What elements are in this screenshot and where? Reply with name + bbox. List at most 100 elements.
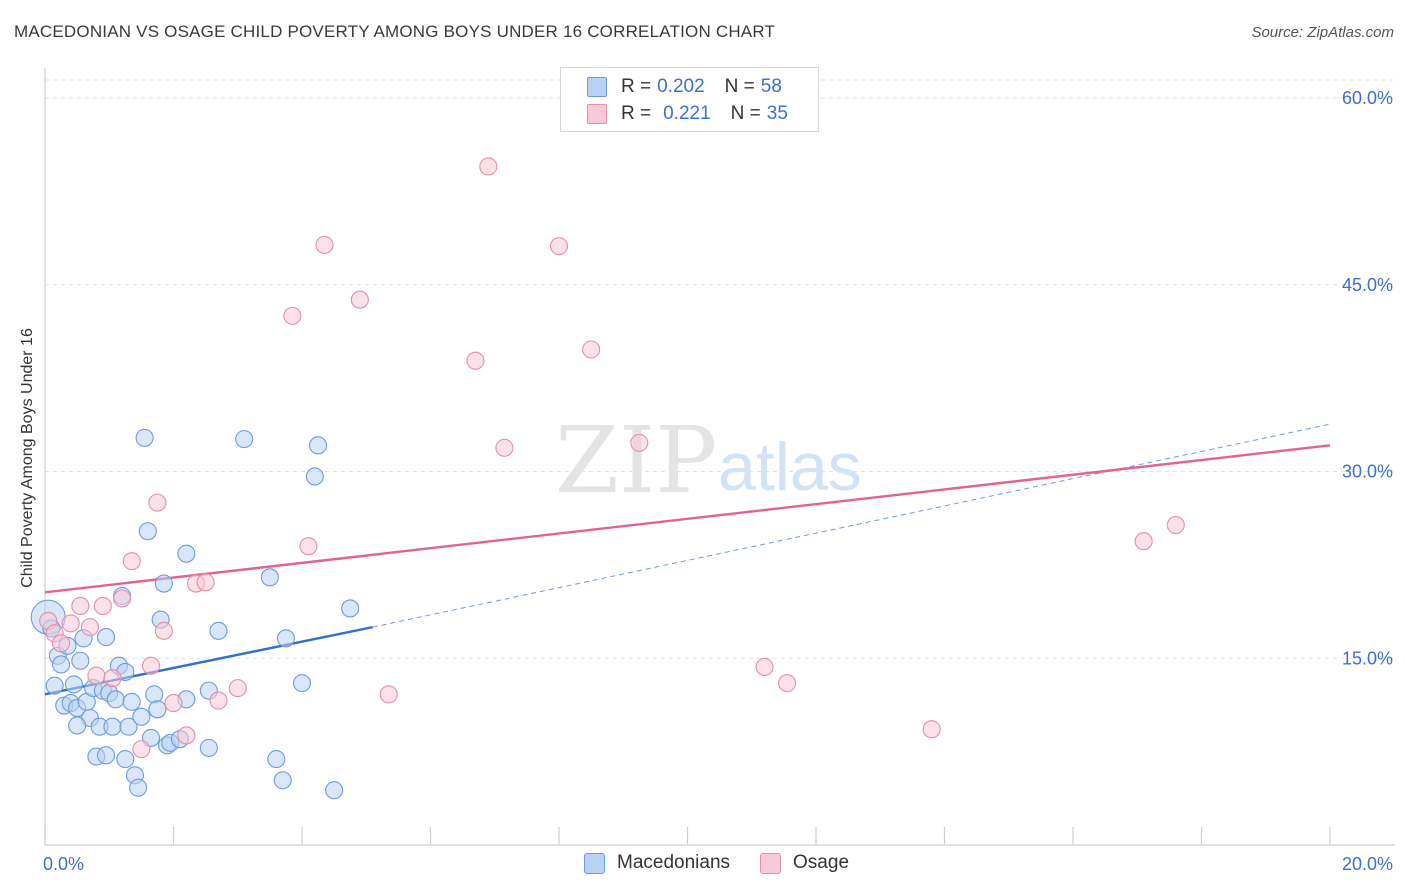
legend-item-macedonians: Macedonians [584, 852, 730, 874]
point-osage [164, 694, 183, 713]
chart-title: MACEDONIAN VS OSAGE CHILD POVERTY AMONG … [14, 22, 776, 41]
legend-n-value: 58 [760, 76, 782, 97]
gridlines [45, 79, 1395, 659]
legend-r-label: R = [621, 103, 652, 124]
point-macedonians [267, 750, 286, 769]
point-macedonians [71, 651, 90, 670]
trend-line-osage [44, 444, 1331, 594]
x-tick-label: 20.0% [1342, 854, 1393, 874]
legend-label-osage: Osage [793, 852, 850, 873]
point-macedonians [325, 781, 344, 800]
point-osage [93, 596, 112, 616]
point-macedonians [148, 700, 167, 719]
point-osage [466, 351, 485, 370]
point-macedonians [260, 568, 279, 587]
point-osage [61, 614, 80, 633]
legend-n-label: N = [730, 103, 761, 124]
legend-row-osage: R = 0.221 N = 35 [587, 101, 788, 127]
point-osage [209, 691, 228, 710]
point-macedonians [52, 655, 71, 674]
point-osage [630, 433, 649, 452]
point-macedonians [177, 544, 196, 563]
point-macedonians [96, 746, 116, 765]
point-macedonians [119, 717, 138, 736]
point-osage [228, 679, 247, 698]
point-macedonians [103, 717, 122, 736]
watermark-zip: ZIP [555, 407, 717, 514]
point-osage [196, 573, 215, 592]
point-osage [778, 674, 797, 693]
legend-swatch-macedonians [584, 852, 605, 874]
point-osage [1134, 532, 1153, 551]
point-osage [132, 740, 151, 759]
point-macedonians [276, 629, 295, 648]
point-osage [122, 552, 141, 571]
point-macedonians [96, 628, 116, 647]
point-macedonians [116, 750, 135, 769]
legend-swatch-pink [587, 104, 607, 124]
point-macedonians [129, 778, 148, 797]
point-macedonians [68, 716, 87, 735]
legend-n-label: N = [724, 76, 755, 97]
point-macedonians [64, 675, 83, 694]
point-macedonians [132, 707, 151, 726]
point-osage [283, 306, 302, 325]
point-osage [549, 237, 569, 256]
source-label: Source: ZipAtlas.com [1251, 24, 1394, 41]
point-macedonians [235, 430, 254, 449]
point-macedonians [106, 690, 125, 709]
legend-swatch-osage [760, 852, 782, 874]
point-osage [87, 666, 106, 685]
y-tick-label: 15.0% [1342, 648, 1393, 668]
point-macedonians [122, 692, 141, 711]
legend-r-value: 0.202 [657, 76, 705, 97]
y-tick-label: 60.0% [1342, 88, 1393, 108]
point-osage [148, 493, 167, 512]
tick-labels: 15.0% 30.0% 45.0% 60.0% 0.0% 20.0% [43, 88, 1393, 874]
data-points [30, 157, 1185, 800]
point-macedonians [135, 428, 154, 447]
point-macedonians [199, 738, 218, 757]
point-macedonians [341, 599, 360, 618]
point-osage [495, 438, 514, 457]
legend-n-value: 35 [766, 103, 788, 124]
point-macedonians [209, 621, 228, 640]
point-osage [1166, 515, 1185, 535]
series-legend: Macedonians Osage [584, 852, 879, 874]
point-osage [113, 589, 132, 608]
point-osage [379, 685, 398, 704]
watermark: ZIP atlas [555, 407, 862, 514]
y-tick-label: 45.0% [1342, 275, 1393, 295]
point-osage [755, 657, 774, 677]
point-osage [80, 618, 100, 637]
point-osage [350, 290, 369, 309]
point-macedonians [305, 467, 324, 486]
point-osage [479, 157, 498, 176]
point-osage [52, 634, 71, 653]
y-tick-label: 30.0% [1342, 462, 1393, 482]
point-macedonians [154, 574, 173, 593]
trend-extension-macedonians [372, 423, 1331, 628]
point-osage [922, 720, 941, 739]
point-osage [154, 621, 173, 640]
correlation-legend: R = 0.202 N = 58 R = 0.221 N = 35 [560, 67, 819, 132]
legend-row-macedonians: R = 0.202 N = 58 [587, 74, 782, 100]
point-osage [177, 726, 196, 745]
point-macedonians [309, 436, 328, 455]
legend-swatch-blue [587, 77, 607, 97]
point-macedonians [138, 522, 157, 541]
point-osage [71, 596, 90, 616]
point-osage [299, 537, 318, 556]
x-tick-label: 0.0% [43, 854, 84, 874]
point-osage [315, 235, 334, 254]
point-macedonians [273, 771, 292, 790]
axes [44, 68, 1395, 846]
point-osage [103, 669, 122, 688]
point-macedonians [45, 676, 64, 695]
legend-item-osage: Osage [760, 852, 849, 874]
point-osage [141, 656, 161, 675]
legend-r-value: 0.221 [663, 103, 711, 124]
point-macedonians [292, 674, 312, 693]
point-osage [582, 340, 601, 359]
